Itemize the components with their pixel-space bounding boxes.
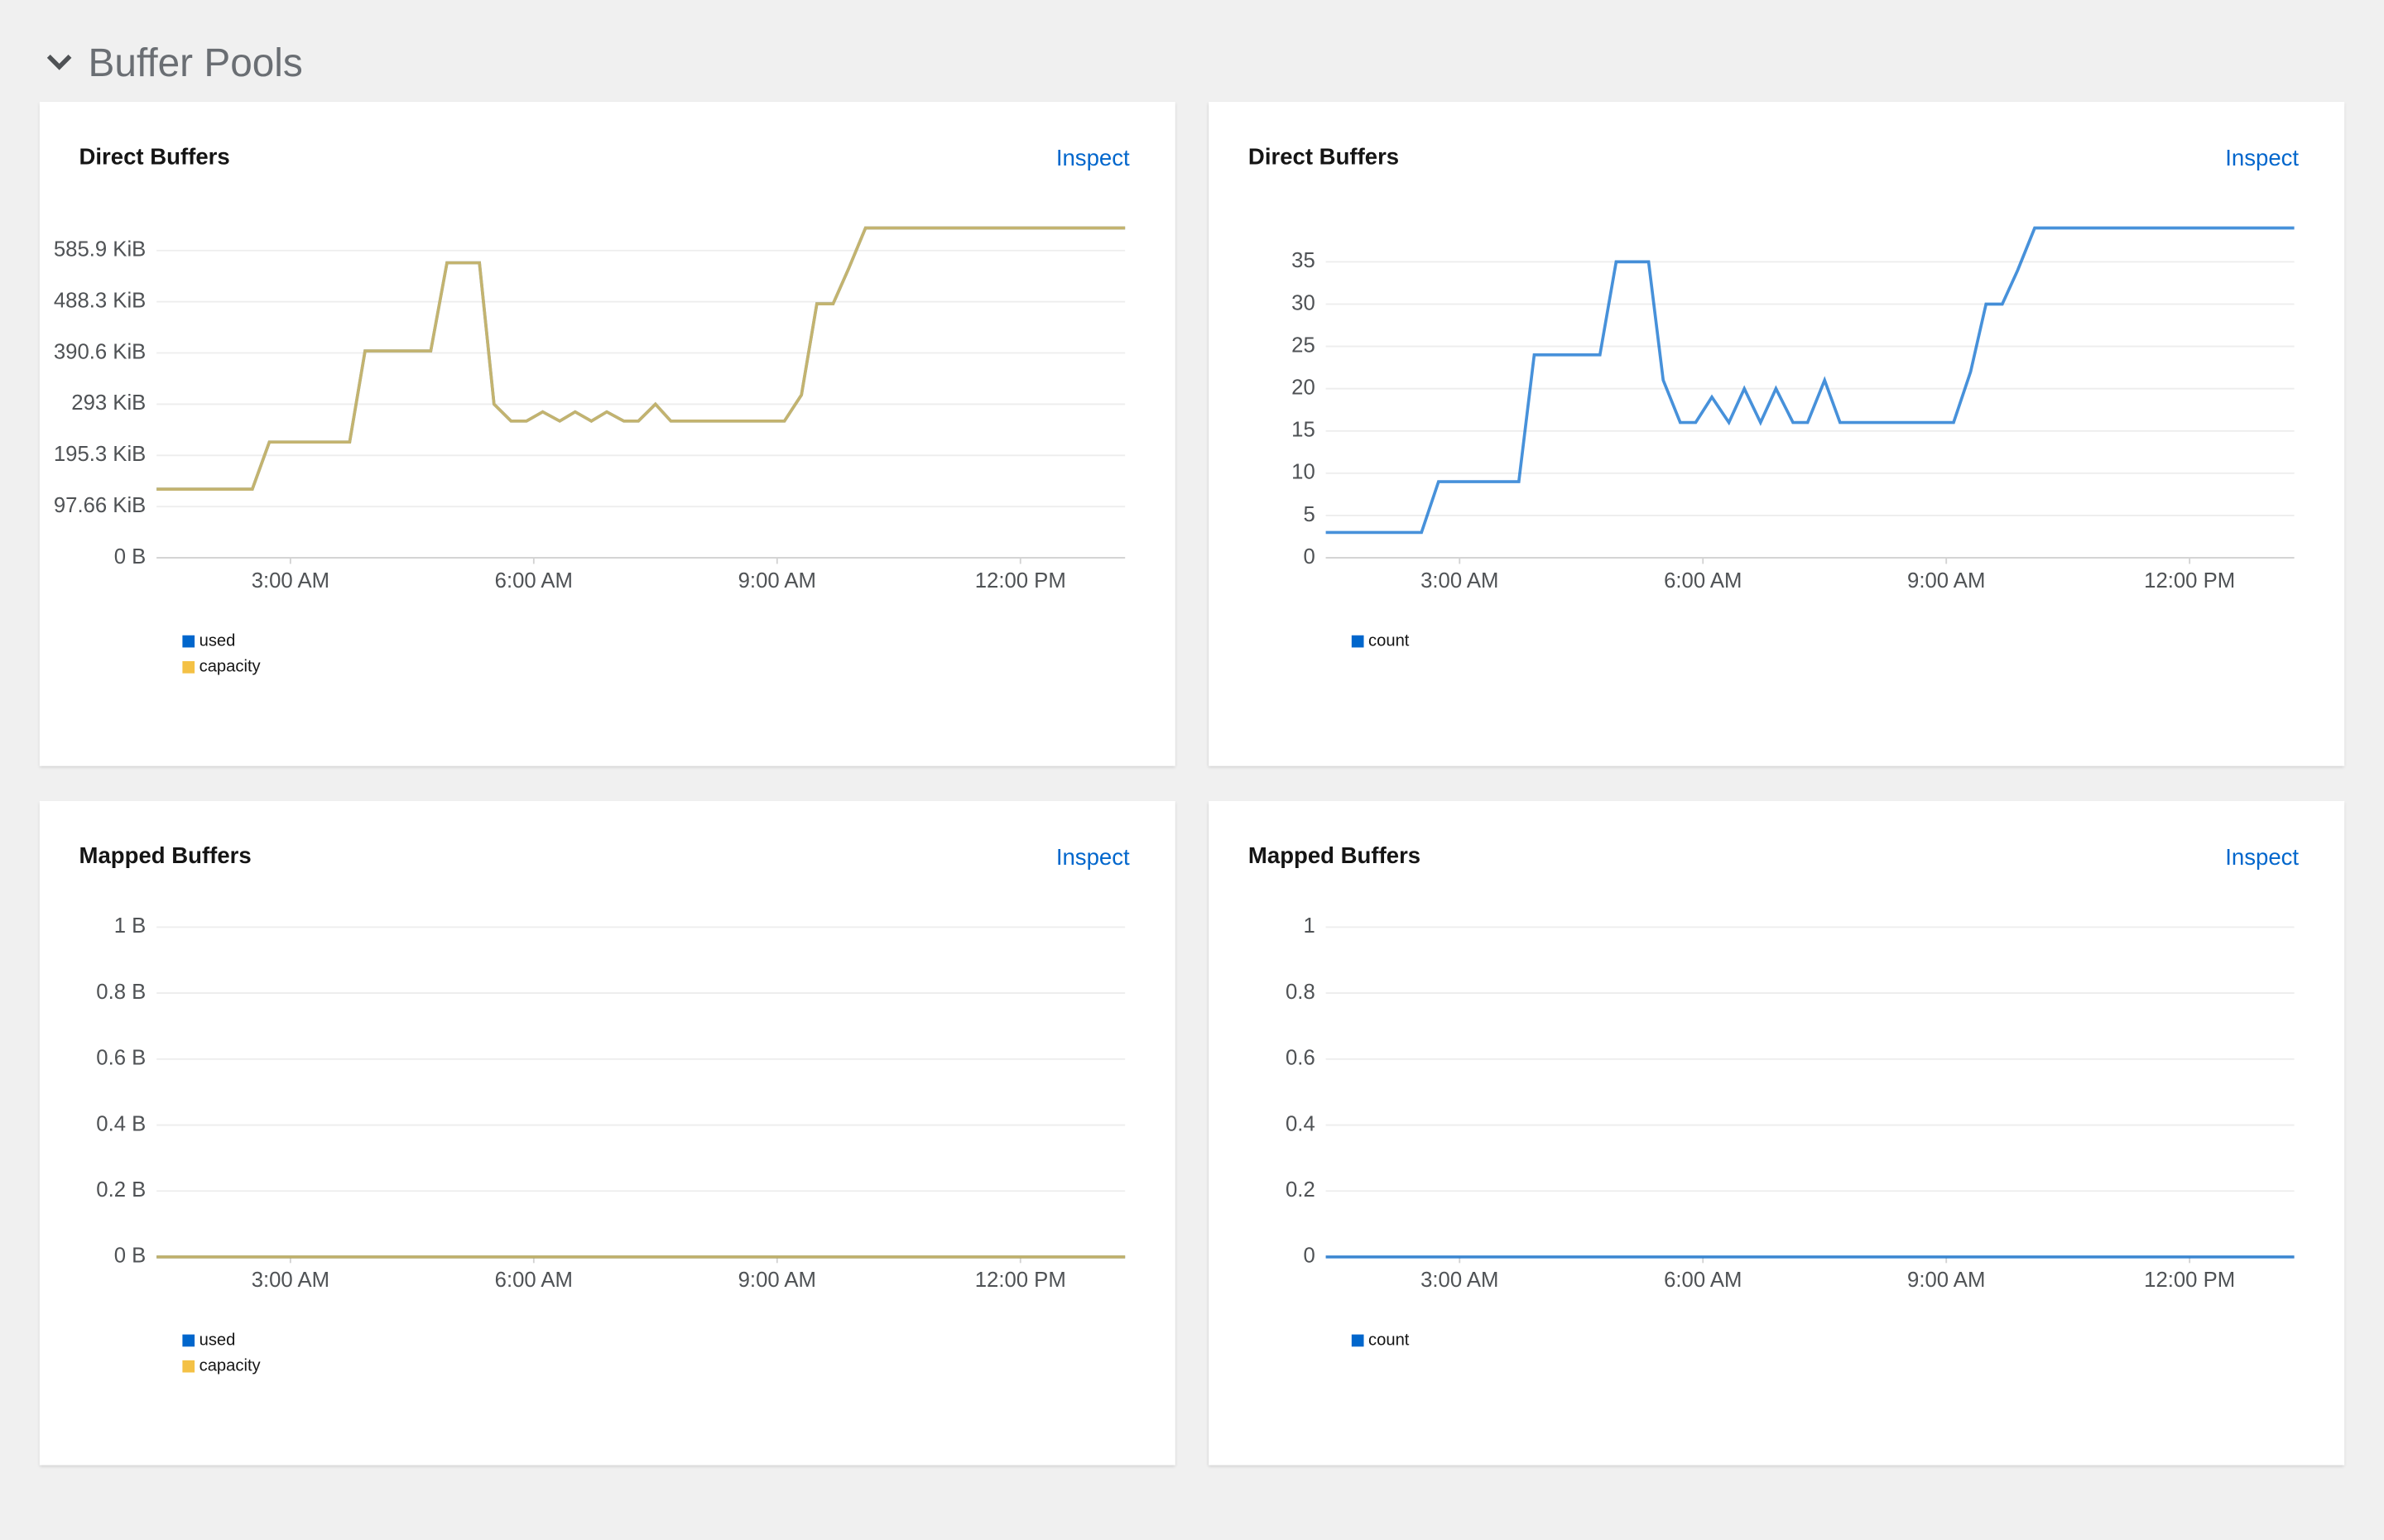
x-tick-label: 9:00 AM [1907, 569, 1985, 592]
legend-label: used [199, 631, 236, 650]
legend-swatch [1351, 635, 1364, 648]
chart-title: Direct Buffers [79, 144, 230, 170]
x-tick-label: 6:00 AM [495, 1269, 573, 1292]
x-tick-label: 6:00 AM [1664, 1269, 1742, 1292]
chevron-icon [46, 55, 72, 70]
legend-label: capacity [199, 1357, 262, 1375]
legend-swatch [182, 660, 195, 674]
x-tick-label: 9:00 AM [1907, 1269, 1985, 1292]
legend-swatch [182, 635, 195, 648]
x-tick-label: 6:00 AM [1664, 569, 1742, 592]
x-tick-label: 6:00 AM [495, 569, 573, 592]
chart-card: Direct Buffers Inspect 0 B 97.66 KiB 195.3 K… [39, 102, 1175, 766]
series-line [156, 226, 1126, 491]
legend-label: capacity [199, 658, 262, 676]
y-tick-label: 0.2 [1286, 1178, 1315, 1202]
y-tick-label: 10 [1291, 461, 1315, 484]
y-tick-label: 0.4 B [96, 1112, 146, 1135]
y-tick-label: 0.8 [1286, 981, 1315, 1004]
y-tick-label: 195.3 KiB [54, 443, 146, 466]
y-tick-label: 20 [1291, 376, 1315, 399]
y-tick-label: 0 B [114, 545, 147, 569]
legend-label: count [1368, 631, 1410, 650]
section-title: Buffer Pools [88, 38, 303, 84]
inspect-link[interactable]: Inspect [2225, 845, 2300, 871]
x-tick-label: 12:00 PM [2144, 569, 2235, 592]
y-tick-label: 1 [1303, 914, 1315, 938]
x-tick-label: 3:00 AM [1420, 1269, 1498, 1292]
x-tick-label: 9:00 AM [738, 569, 816, 592]
y-tick-label: 15 [1291, 419, 1315, 442]
chart: 0 0.2 0.4 0.6 0.8 1 3:00 AM 6:00 AM 9:00 AM 12:00… [1286, 914, 2295, 1349]
section-header[interactable]: Buffer Pools [46, 36, 303, 88]
y-tick-label: 0.6 [1286, 1047, 1315, 1070]
y-tick-label: 35 [1291, 249, 1315, 272]
y-tick-label: 585.9 KiB [54, 238, 146, 261]
series-line [156, 226, 1126, 491]
x-tick-label: 3:00 AM [1420, 569, 1498, 592]
y-tick-label: 0.4 [1286, 1112, 1315, 1135]
y-tick-label: 0.2 B [96, 1178, 146, 1202]
chart: 0 B 97.66 KiB 195.3 KiB 293 KiB 390.6 KiB 488… [54, 226, 1126, 676]
y-tick-label: 0.6 B [96, 1047, 146, 1070]
x-tick-label: 12:00 PM [975, 569, 1066, 592]
y-tick-label: 0 [1303, 1245, 1315, 1268]
y-tick-label: 25 [1291, 333, 1315, 357]
chart-card: Mapped Buffers Inspect 0 0.2 0.4 0.6 0.8 1 3:00 … [1209, 800, 2345, 1466]
chart-title: Direct Buffers [1247, 144, 1400, 170]
x-tick-label: 12:00 PM [975, 1269, 1066, 1292]
y-tick-label: 0 [1303, 545, 1315, 569]
legend-label: count [1368, 1331, 1410, 1349]
series-line [1325, 226, 2295, 535]
y-tick-label: 30 [1291, 291, 1315, 314]
y-tick-label: 0 B [114, 1245, 147, 1268]
y-tick-label: 0.8 B [96, 981, 146, 1004]
cards: Direct Buffers Inspect 0 B 97.66 KiB 195.3 K… [39, 102, 2345, 1466]
y-tick-label: 5 [1303, 503, 1315, 526]
legend-swatch [182, 1334, 195, 1347]
y-tick-label: 97.66 KiB [54, 494, 146, 517]
inspect-link[interactable]: Inspect [1055, 146, 1130, 172]
x-tick-label: 3:00 AM [252, 1269, 329, 1292]
y-tick-label: 293 KiB [71, 391, 146, 415]
chart: 0 5 10 15 20 25 30 35 3:00 AM 6:00 AM 9:00 AM 12:00… [1291, 226, 2295, 650]
legend-swatch [182, 1360, 195, 1373]
y-tick-label: 390.6 KiB [54, 340, 146, 363]
chart-card: Direct Buffers Inspect 0 5 10 15 20 25 30 35 3:00 … [1209, 102, 2345, 766]
inspect-link[interactable]: Inspect [2225, 146, 2300, 172]
chart-title: Mapped Buffers [1247, 843, 1421, 870]
chart-title: Mapped Buffers [79, 843, 252, 870]
y-tick-label: 1 B [114, 914, 147, 938]
chart: 0 B 0.2 B 0.4 B 0.6 B 0.8 B 1 B 3:00 AM 6:00 AM… [96, 914, 1126, 1375]
legend-label: used [199, 1331, 236, 1349]
x-tick-label: 9:00 AM [738, 1269, 816, 1292]
x-tick-label: 12:00 PM [2144, 1269, 2235, 1292]
inspect-link[interactable]: Inspect [1055, 845, 1130, 871]
y-tick-label: 488.3 KiB [54, 289, 146, 312]
x-tick-label: 3:00 AM [252, 569, 329, 592]
legend-swatch [1351, 1334, 1364, 1347]
